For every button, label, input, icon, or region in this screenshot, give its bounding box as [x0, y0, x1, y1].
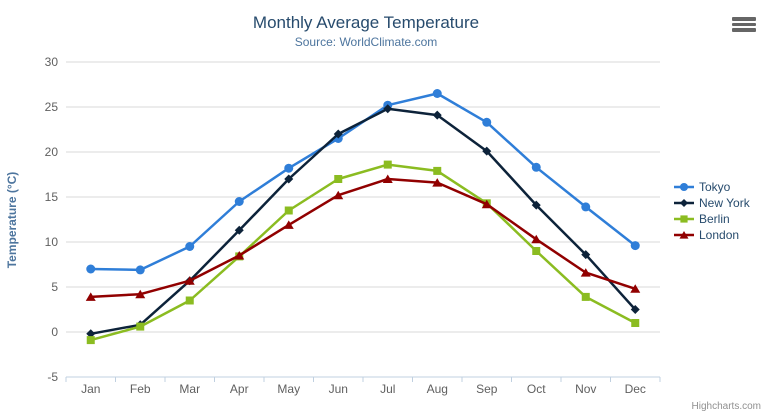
series-berlin-line[interactable]: [89, 163, 637, 342]
y-axis-label: 20: [45, 145, 59, 159]
series-london-point-Jun[interactable]: [333, 190, 344, 200]
series-berlin-point-Mar[interactable]: [185, 296, 194, 305]
series-berlin-point-Jul[interactable]: [383, 160, 392, 169]
series-new-york-point-Oct[interactable]: [531, 200, 541, 210]
series-new-york-point-Aug[interactable]: [432, 110, 442, 120]
legend-marker-tokyo[interactable]: [679, 182, 689, 192]
series-new-york-point-Jul[interactable]: [383, 104, 393, 114]
x-axis-label: Mar: [179, 382, 200, 396]
y-axis-label: 30: [45, 55, 59, 69]
x-axis-label: Jan: [81, 382, 100, 396]
series-london-line[interactable]: [89, 177, 637, 299]
y-axis-label: 25: [45, 100, 59, 114]
series-new-york-point-Nov[interactable]: [581, 250, 591, 260]
series-berlin-point-Jan[interactable]: [86, 336, 95, 345]
series-london-point-May[interactable]: [283, 220, 294, 229]
series-london-point-Apr[interactable]: [234, 251, 245, 260]
legend-marker-diamond-icon: [674, 198, 694, 208]
hamburger-icon: [732, 17, 756, 32]
series-tokyo-point-Oct[interactable]: [531, 162, 541, 172]
context-menu-button[interactable]: [732, 17, 756, 34]
legend-marker-square-icon: [674, 215, 694, 223]
legend-label: New York: [699, 196, 750, 210]
legend-marker-london[interactable]: [679, 230, 689, 239]
chart-subtitle: Source: WorldClimate.com: [294, 35, 438, 49]
legend-item-tokyo[interactable]: Tokyo: [674, 179, 750, 195]
series-tokyo-point-Sep[interactable]: [482, 117, 492, 127]
legend-marker-triangle-icon: [674, 230, 694, 239]
series-berlin-point-Aug[interactable]: [433, 166, 442, 175]
series-new-york-point-Apr[interactable]: [234, 225, 244, 235]
series-new-york-line[interactable]: [89, 107, 637, 336]
series-london-point-Aug[interactable]: [432, 178, 443, 187]
series-tokyo-line[interactable]: [89, 92, 637, 272]
series-berlin-point-Feb[interactable]: [136, 322, 145, 331]
series-tokyo-point-Nov[interactable]: [581, 202, 591, 212]
legend-label: Tokyo: [699, 180, 731, 194]
series-tokyo-point-Mar[interactable]: [185, 242, 195, 251]
series-berlin-point-Dec[interactable]: [631, 319, 640, 327]
series-berlin-point-Jun[interactable]: [334, 175, 343, 183]
series-london-point-Dec[interactable]: [630, 284, 641, 293]
x-axis-label: Sep: [476, 382, 498, 396]
legend-marker-circle-icon: [674, 182, 694, 192]
series-new-york-point-Dec[interactable]: [630, 305, 640, 314]
legend-marker-berlin[interactable]: [680, 215, 688, 223]
y-axis-label: 15: [45, 190, 59, 204]
legend-item-berlin[interactable]: Berlin: [674, 211, 750, 227]
series-london-point-Mar[interactable]: [184, 276, 195, 285]
y-axis-label: -5: [47, 370, 58, 384]
x-axis-label: Nov: [575, 382, 596, 396]
series-london-point-Jul[interactable]: [382, 174, 393, 184]
legend-label: London: [699, 228, 740, 242]
series-new-york-point-Sep[interactable]: [482, 146, 492, 156]
x-axis-label: Apr: [230, 382, 249, 396]
x-axis-label: Oct: [527, 382, 546, 396]
legend: Tokyo New York Berlin London: [674, 179, 750, 243]
series-tokyo-point-Apr[interactable]: [234, 197, 244, 206]
series-tokyo-point-Feb[interactable]: [135, 265, 145, 275]
series-tokyo-point-Aug[interactable]: [432, 89, 442, 98]
y-axis-label: 10: [45, 235, 59, 249]
series-new-york-point-May[interactable]: [284, 174, 294, 184]
series-london-point-Oct[interactable]: [531, 234, 542, 244]
y-axis-label: 0: [51, 325, 58, 339]
series-new-york-point-Jun[interactable]: [333, 129, 343, 139]
series-berlin-point-May[interactable]: [284, 206, 293, 215]
series-london-point-Feb[interactable]: [135, 289, 146, 299]
x-axis-label: Jun: [329, 382, 348, 396]
credits-link[interactable]: Highcharts.com: [691, 401, 761, 412]
series-london-point-Nov[interactable]: [580, 268, 591, 277]
x-axis-label: May: [277, 382, 300, 396]
series-berlin-point-Oct[interactable]: [532, 247, 541, 255]
legend-marker-new-york[interactable]: [679, 198, 689, 208]
series-london-point-Jan[interactable]: [85, 292, 96, 301]
series-new-york-point-Jan[interactable]: [86, 329, 96, 339]
series-berlin-point-Nov[interactable]: [581, 292, 590, 301]
x-axis-label: Dec: [625, 382, 646, 396]
x-axis-label: Aug: [427, 382, 448, 396]
series-london-point-Sep[interactable]: [481, 199, 492, 209]
series-tokyo-point-Jan[interactable]: [86, 264, 96, 274]
series-tokyo-point-May[interactable]: [284, 163, 294, 173]
legend-label: Berlin: [699, 212, 730, 226]
y-axis-title: Temperature (°C): [5, 172, 19, 269]
legend-item-new-york[interactable]: New York: [674, 195, 750, 211]
x-axis-label: Jul: [380, 382, 395, 396]
series-tokyo-point-Dec[interactable]: [630, 241, 640, 251]
y-axis-label: 5: [51, 280, 58, 294]
chart-title: Monthly Average Temperature: [252, 13, 480, 32]
x-axis-label: Feb: [130, 382, 151, 396]
legend-item-london[interactable]: London: [674, 227, 750, 243]
